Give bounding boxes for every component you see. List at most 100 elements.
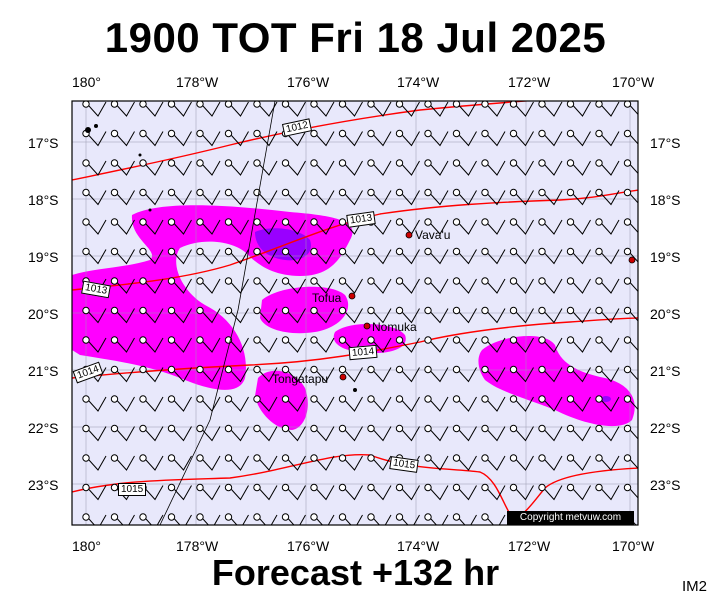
wind-barb: [196, 247, 221, 265]
wind-barb: [167, 424, 192, 442]
wind-barb: [595, 159, 620, 176]
wind-barb: [367, 277, 392, 294]
wind-barb: [281, 454, 306, 471]
wind-barb: [424, 336, 449, 353]
wind-barb: [538, 454, 563, 471]
wind-barb: [310, 188, 335, 206]
wind-barb: [538, 218, 563, 235]
lat-tick-left-22s: 22°S: [28, 420, 59, 436]
wind-barb: [110, 101, 135, 117]
wind-barb: [481, 424, 506, 442]
wind-barb: [595, 247, 620, 265]
wind-barb: [509, 129, 534, 147]
wind-barb: [424, 513, 449, 525]
wind-barb: [82, 424, 107, 442]
wind-barb: [224, 306, 249, 324]
wind-barb: [424, 306, 449, 324]
lon-tick-top-174w: 174°W: [397, 74, 440, 90]
wind-barb: [452, 395, 477, 412]
wind-barb: [224, 101, 249, 117]
wind-barb: [167, 277, 192, 294]
wind-barb: [424, 395, 449, 412]
wind-barb: [452, 277, 477, 294]
wind-barb: [310, 306, 335, 324]
wind-barb: [139, 101, 164, 117]
place-label-nomuka: Nomuka: [372, 320, 417, 334]
lat-tick-left-17s: 17°S: [28, 135, 59, 151]
wind-barb: [139, 129, 164, 147]
lon-tick-bottom-172w: 172°W: [508, 538, 551, 554]
wind-barb: [82, 336, 107, 353]
nomuka-marker: [363, 322, 371, 330]
lon-tick-bottom-180: 180°: [72, 538, 101, 554]
wind-barb: [224, 247, 249, 265]
wind-barb: [623, 218, 638, 234]
rain-area-south: [255, 370, 308, 430]
wind-barb: [595, 365, 620, 383]
map-frame: [71, 100, 639, 526]
wind-barb: [367, 424, 392, 442]
wind-barb: [196, 336, 221, 353]
lon-tick-top-178w: 178°W: [176, 74, 219, 90]
wind-barb: [481, 306, 506, 324]
wind-barb: [595, 277, 620, 294]
wind-barb: [139, 395, 164, 412]
wind-barb: [281, 513, 306, 525]
wind-barb: [196, 277, 221, 294]
wind-barb: [110, 188, 135, 206]
wind-barb: [281, 306, 306, 324]
wind-barb: [281, 483, 306, 501]
wind-barb: [139, 159, 164, 176]
wind-barb: [338, 129, 363, 147]
wind-barb: [82, 513, 107, 525]
wind-barb: [82, 101, 107, 117]
lon-tick-bottom-176w: 176°W: [287, 538, 330, 554]
tongatapu-marker: [339, 373, 347, 381]
wind-barb: [167, 159, 192, 176]
wind-barb: [538, 424, 563, 442]
wind-barb: [481, 159, 506, 176]
isobar-label: 1015: [118, 483, 147, 496]
wind-barb: [566, 101, 591, 117]
lat-tick-left-21s: 21°S: [28, 363, 59, 379]
wind-barb: [82, 395, 107, 412]
wind-barb: [566, 218, 591, 235]
wind-barb: [367, 101, 392, 117]
wind-barb: [595, 395, 620, 412]
wind-barb: [623, 277, 638, 293]
wind-barb: [623, 101, 638, 116]
wind-barb: [310, 454, 335, 471]
wind-barb: [424, 247, 449, 265]
wind-barb: [167, 306, 192, 324]
wind-barb: [281, 159, 306, 176]
wind-barb: [338, 424, 363, 442]
wind-barb: [623, 336, 638, 352]
wind-barb: [367, 159, 392, 176]
wind-barb: [338, 395, 363, 412]
wind-barb: [395, 483, 420, 501]
wind-barb: [481, 336, 506, 353]
wind-barb: [253, 395, 278, 412]
wind-barb: [253, 365, 278, 383]
wind-barb: [110, 306, 135, 324]
wind-barb: [167, 513, 192, 525]
wind-barb: [281, 247, 306, 265]
wind-barb: [310, 218, 335, 235]
wind-barb: [253, 513, 278, 525]
wind-barb: [139, 188, 164, 206]
wind-barb: [338, 365, 363, 383]
wind-barb: [167, 218, 192, 235]
wind-barb: [310, 336, 335, 353]
wind-barb: [509, 336, 534, 353]
wind-barb: [224, 188, 249, 206]
heavy-rain-dot: [601, 396, 611, 402]
wind-barb: [452, 365, 477, 383]
wind-barb: [538, 101, 563, 117]
wind-barb: [509, 277, 534, 294]
island-dot: [148, 208, 152, 212]
wind-barb: [623, 365, 638, 381]
wind-barb: [424, 277, 449, 294]
wind-barb: [196, 306, 221, 324]
wind-barb: [538, 277, 563, 294]
lat-tick-left-19s: 19°S: [28, 249, 59, 265]
